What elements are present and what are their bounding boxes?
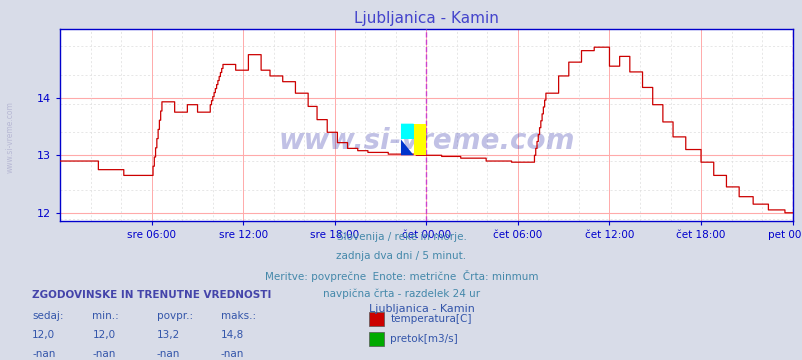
Text: povpr.:: povpr.: xyxy=(156,311,192,321)
Text: -nan: -nan xyxy=(32,349,55,359)
Text: ZGODOVINSKE IN TRENUTNE VREDNOSTI: ZGODOVINSKE IN TRENUTNE VREDNOSTI xyxy=(32,290,271,300)
Text: zadnja dva dni / 5 minut.: zadnja dva dni / 5 minut. xyxy=(336,251,466,261)
Text: sedaj:: sedaj: xyxy=(32,311,63,321)
Text: Ljubljanica - Kamin: Ljubljanica - Kamin xyxy=(369,304,475,314)
Text: navpična črta - razdelek 24 ur: navpična črta - razdelek 24 ur xyxy=(322,288,480,299)
Text: -nan: -nan xyxy=(156,349,180,359)
Text: maks.:: maks.: xyxy=(221,311,256,321)
Text: 13,2: 13,2 xyxy=(156,330,180,341)
Text: pretok[m3/s]: pretok[m3/s] xyxy=(390,334,457,344)
Text: 12,0: 12,0 xyxy=(92,330,115,341)
Text: www.si-vreme.com: www.si-vreme.com xyxy=(6,101,15,173)
Title: Ljubljanica - Kamin: Ljubljanica - Kamin xyxy=(354,11,498,26)
Bar xyxy=(369,332,383,346)
Text: Meritve: povprečne  Enote: metrične  Črta: minmum: Meritve: povprečne Enote: metrične Črta:… xyxy=(265,270,537,282)
Bar xyxy=(369,312,383,326)
Text: -nan: -nan xyxy=(92,349,115,359)
Text: 14,8: 14,8 xyxy=(221,330,244,341)
Text: www.si-vreme.com: www.si-vreme.com xyxy=(277,126,574,154)
Text: -nan: -nan xyxy=(221,349,244,359)
Text: temperatura[C]: temperatura[C] xyxy=(390,314,471,324)
Polygon shape xyxy=(413,124,426,155)
Text: Slovenija / reke in morje.: Slovenija / reke in morje. xyxy=(336,232,466,242)
Polygon shape xyxy=(400,124,413,139)
Text: 12,0: 12,0 xyxy=(32,330,55,341)
Polygon shape xyxy=(400,139,413,155)
Polygon shape xyxy=(400,124,413,139)
Text: min.:: min.: xyxy=(92,311,119,321)
